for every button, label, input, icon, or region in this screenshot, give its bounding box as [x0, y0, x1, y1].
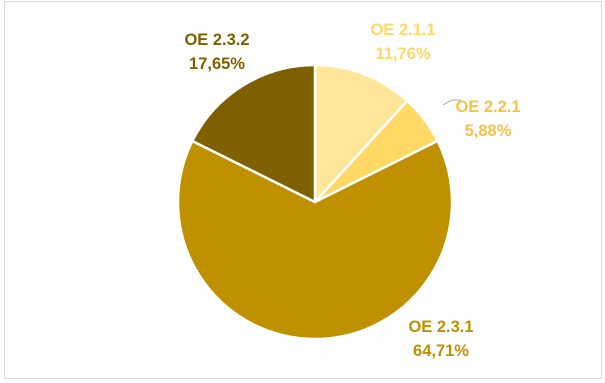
slice-label-oe-2-2-1: OE 2.2.1	[455, 98, 520, 116]
chart-area: OE 2.1.1 11,76% OE 2.2.1 5,88% OE 2.3.1 64,71…	[4, 1, 602, 379]
slice-label-oe-2-1-1: OE 2.1.1	[370, 21, 435, 39]
leader-line-oe-2-2-1	[442, 99, 461, 106]
slice-label-oe-2-3-2: OE 2.3.2	[184, 31, 249, 49]
slice-value-oe-2-3-1: 64,71%	[413, 342, 469, 360]
slice-label-oe-2-3-1: OE 2.3.1	[408, 318, 473, 336]
pie-slice-oe-2-3-2	[191, 63, 317, 204]
slice-value-oe-2-3-2: 17,65%	[189, 55, 245, 73]
pie-slice-oe-2-1-1	[313, 63, 409, 204]
pie-slice-oe-2-3-1	[176, 139, 454, 341]
slice-value-oe-2-2-1: 5,88%	[465, 122, 512, 140]
pie-chart: OE 2.1.1 11,76% OE 2.2.1 5,88% OE 2.3.1 64,71…	[176, 21, 521, 360]
slice-value-oe-2-1-1: 11,76%	[375, 45, 430, 63]
